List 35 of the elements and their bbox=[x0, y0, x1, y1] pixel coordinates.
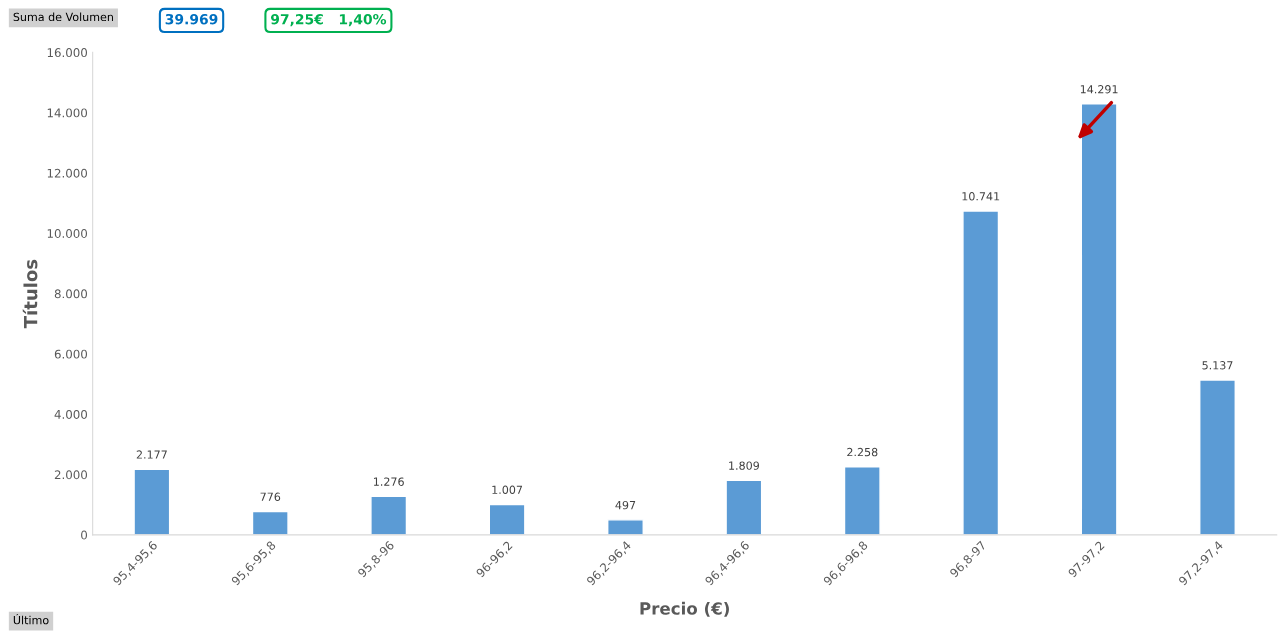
y-tick-label: 8.000 bbox=[54, 289, 88, 299]
bar bbox=[1199, 379, 1236, 535]
text: 39.969 bbox=[165, 13, 218, 25]
y-tick-label: 10.000 bbox=[47, 229, 88, 238]
bar bbox=[1080, 103, 1118, 535]
y-tick-label: 2.000 bbox=[54, 470, 88, 480]
data-label: 5.137 bbox=[1202, 361, 1233, 370]
y-tick-label: 12.000 bbox=[47, 168, 88, 178]
y-tick-label: 6.000 bbox=[54, 349, 88, 359]
text: Último bbox=[13, 613, 49, 625]
bar bbox=[488, 503, 526, 535]
text: Suma de Volumen bbox=[13, 12, 113, 22]
bar bbox=[370, 495, 408, 535]
text: 97,25€ 1,40% bbox=[270, 13, 387, 27]
bar bbox=[607, 519, 644, 535]
data-label: 1.276 bbox=[373, 477, 404, 486]
x-axis-title: Precio (€) bbox=[640, 601, 729, 617]
data-label: 10.741 bbox=[962, 192, 1000, 201]
data-label: 497 bbox=[615, 500, 636, 510]
y-tick-label: 4.000 bbox=[54, 409, 88, 419]
bar bbox=[251, 510, 289, 535]
y-tick-label: 14.000 bbox=[47, 108, 88, 118]
data-label: 776 bbox=[260, 492, 281, 501]
data-label: 2.177 bbox=[136, 450, 167, 459]
data-label: 1.809 bbox=[729, 461, 760, 470]
y-tick-label: 0 bbox=[81, 530, 88, 540]
y-axis-title: Títulos bbox=[22, 259, 38, 329]
data-label: 14.291 bbox=[1080, 85, 1118, 94]
bar bbox=[725, 479, 763, 535]
bar bbox=[133, 468, 171, 535]
bar bbox=[843, 466, 881, 535]
data-label: 2.258 bbox=[847, 447, 878, 457]
data-label: 1.007 bbox=[492, 485, 523, 494]
bar bbox=[962, 210, 1000, 535]
y-tick-label: 16.000 bbox=[47, 48, 88, 58]
